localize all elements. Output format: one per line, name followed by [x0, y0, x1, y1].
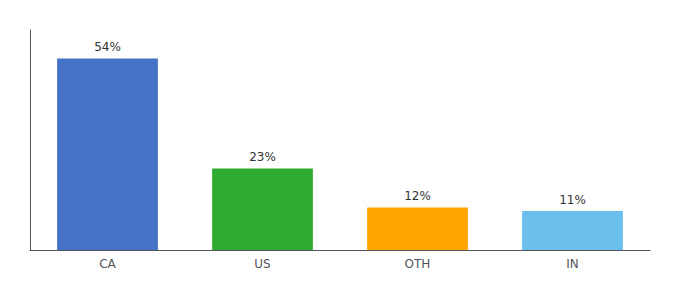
svg-text:US: US — [254, 257, 270, 271]
svg-text:23%: 23% — [249, 150, 276, 164]
svg-text:11%: 11% — [559, 193, 586, 207]
svg-text:OTH: OTH — [405, 257, 431, 271]
svg-text:54%: 54% — [94, 40, 121, 54]
svg-text:CA: CA — [99, 257, 116, 271]
svg-text:12%: 12% — [404, 189, 431, 203]
svg-text:IN: IN — [566, 257, 579, 271]
